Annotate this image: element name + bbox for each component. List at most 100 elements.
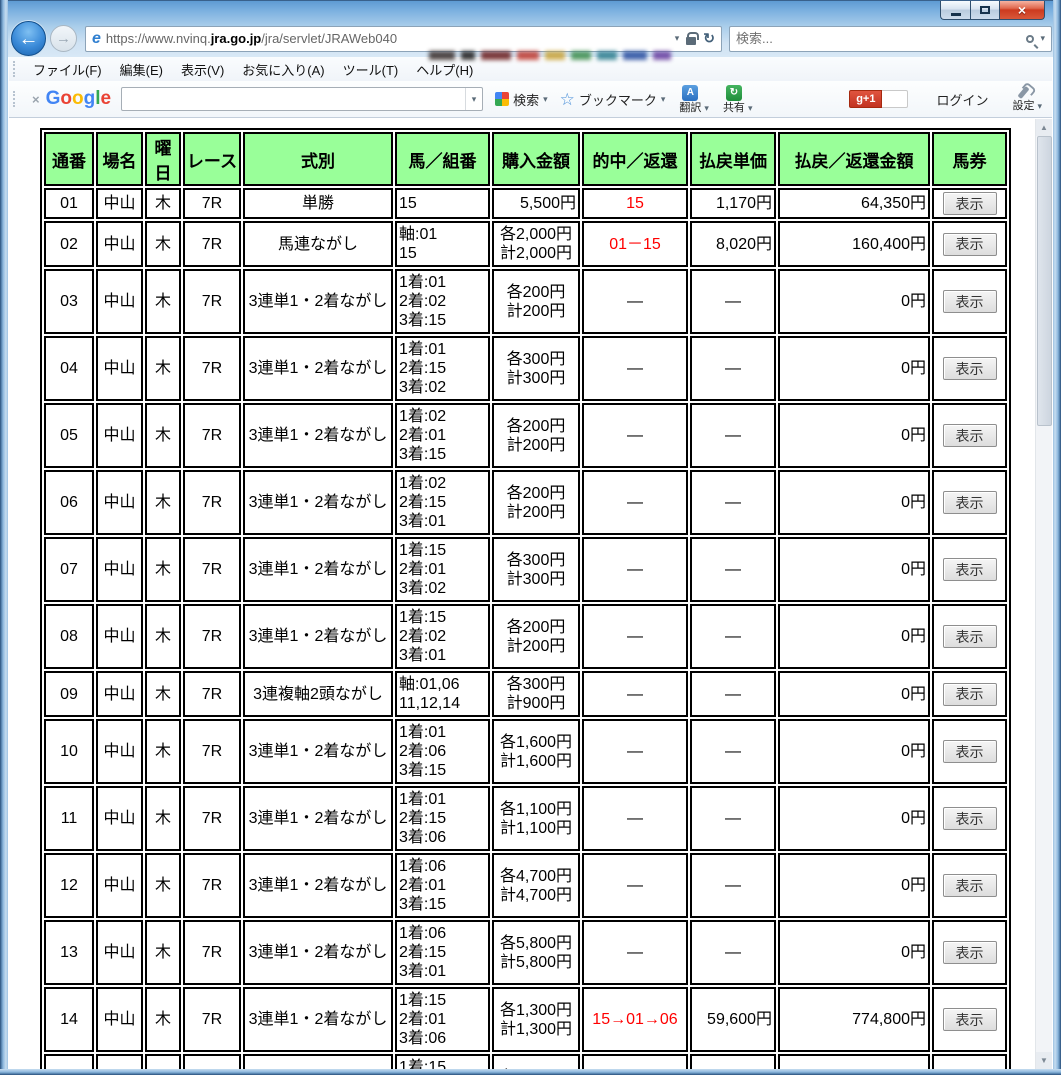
cell-hit-refund: — <box>582 604 688 669</box>
cell-race-number: 7R <box>183 221 241 267</box>
column-header: 式別 <box>243 132 393 186</box>
scroll-up-arrow[interactable] <box>1036 119 1052 136</box>
cell-bet-type: 3連単1・2着ながし <box>243 719 393 784</box>
scroll-down-arrow[interactable] <box>1036 1052 1052 1069</box>
cell-payout-amount: 64,350円 <box>778 188 930 219</box>
menu-item[interactable]: ファイル(F) <box>33 62 102 78</box>
toolbar-grip[interactable] <box>13 91 18 107</box>
show-ticket-button[interactable]: 表示 <box>942 941 997 964</box>
cell-race-number: 7R <box>183 470 241 535</box>
minimize-button[interactable] <box>940 1 970 20</box>
cell-hit-refund: — <box>582 403 688 468</box>
google-search-input[interactable] <box>122 88 466 110</box>
scrollbar-thumb[interactable] <box>1037 136 1052 426</box>
cell-serial-number: 11 <box>44 786 94 851</box>
cell-purchase-amount: 各2,000円 計2,000円 <box>492 221 580 267</box>
chevron-down-icon[interactable] <box>748 103 753 114</box>
translate-button[interactable]: 翻訳 <box>679 84 709 114</box>
show-ticket-button[interactable]: 表示 <box>942 192 997 215</box>
chevron-down-icon[interactable] <box>543 94 548 105</box>
cell-serial-number: 14 <box>44 987 94 1052</box>
column-header: 払戻／返還金額 <box>778 132 930 186</box>
close-button[interactable] <box>999 1 1045 20</box>
cell-ticket: 表示 <box>932 920 1007 985</box>
cell-weekday: 木 <box>145 537 181 602</box>
cell-weekday: 木 <box>145 604 181 669</box>
show-ticket-button[interactable]: 表示 <box>942 290 997 313</box>
window-border-left <box>0 0 8 1075</box>
menu-item[interactable]: ヘルプ(H) <box>416 62 474 78</box>
cell-track-name: 中山 <box>96 853 143 918</box>
back-button[interactable] <box>11 21 46 56</box>
cell-purchase-amount: 各300円 計300円 <box>492 336 580 401</box>
table-row: 07 中山 木 7R 3連単1・2着ながし 1着:15 2着:01 3着:02 … <box>44 537 1007 602</box>
google-search-history-icon[interactable] <box>465 88 482 110</box>
cell-purchase-amount: 各200円 計200円 <box>492 604 580 669</box>
menu-item[interactable]: ツール(T) <box>342 62 399 78</box>
show-ticket-button[interactable]: 表示 <box>942 232 997 256</box>
cell-horse-numbers: 1着:01 2着:15 3着:06 <box>395 786 490 851</box>
forward-button[interactable] <box>50 25 77 52</box>
maximize-button[interactable] <box>970 1 999 20</box>
menu-item[interactable]: 表示(V) <box>180 62 225 78</box>
plus-one-counter <box>882 90 909 108</box>
address-bar[interactable]: https://www.nvinq.jra.go.jp/jra/servlet/… <box>85 25 722 52</box>
cell-serial-number: 12 <box>44 853 94 918</box>
cell-purchase-amount: 各4,700円 計4,700円 <box>492 853 580 918</box>
cell-horse-numbers: 1着:01 2着:06 3着:15 <box>395 719 490 784</box>
chevron-down-icon[interactable] <box>1037 101 1042 112</box>
table-row: 12 中山 木 7R 3連単1・2着ながし 1着:06 2着:01 3着:15 … <box>44 853 1007 918</box>
refresh-icon[interactable] <box>703 30 715 47</box>
browser-search-box[interactable] <box>729 25 1052 52</box>
show-ticket-button[interactable]: 表示 <box>942 807 997 830</box>
google-search-button[interactable]: 検索 <box>495 90 548 109</box>
google-search-box[interactable] <box>121 87 484 111</box>
show-ticket-button[interactable]: 表示 <box>942 491 997 514</box>
cell-purchase-amount: 各1,300円 計1,300円 <box>492 987 580 1052</box>
login-link[interactable]: ログイン <box>936 92 989 108</box>
column-header: 馬券 <box>932 132 1007 186</box>
settings-button[interactable]: 設定 <box>1012 85 1042 112</box>
cell-race-number: 7R <box>183 269 241 334</box>
show-ticket-button[interactable]: 表示 <box>942 682 997 706</box>
url-dropdown-icon[interactable] <box>675 33 680 44</box>
chevron-down-icon[interactable] <box>704 103 709 114</box>
toolbar-grip[interactable] <box>13 61 18 77</box>
show-ticket-button[interactable]: 表示 <box>942 625 997 648</box>
cell-payout-amount: 774,800円 <box>778 987 930 1052</box>
bookmarks-button[interactable]: ブックマーク <box>560 90 666 109</box>
cell-payout-unit-price: — <box>690 719 776 784</box>
search-magnifier-icon[interactable] <box>1026 34 1035 43</box>
browser-search-input[interactable] <box>736 31 1027 46</box>
cell-hit-refund: — <box>582 920 688 985</box>
cell-race-number: 7R <box>183 188 241 219</box>
share-button[interactable]: 共有 <box>723 84 753 114</box>
cell-serial-number: 10 <box>44 719 94 784</box>
translate-label: 翻訳 <box>679 101 702 114</box>
show-ticket-button[interactable]: 表示 <box>942 1008 997 1031</box>
cell-race-number: 7R <box>183 403 241 468</box>
cell-ticket: 表示 <box>932 470 1007 535</box>
toolbar-close-icon[interactable] <box>24 92 46 107</box>
chevron-down-icon[interactable] <box>661 94 666 105</box>
show-ticket-button[interactable]: 表示 <box>942 558 997 581</box>
cell-ticket: 表示 <box>932 188 1007 219</box>
page-content: 通番 場名 曜日 レース 式別 馬／組番 購入金額 的中／返還 払戻単価 払戻／返還金額 馬券 01… <box>9 119 1052 1069</box>
cell-bet-type: 3連単1・2着ながし <box>243 853 393 918</box>
menu-item[interactable]: お気に入り(A) <box>242 62 325 78</box>
url-domain: jra.go.jp <box>210 31 262 46</box>
cell-bet-type: 3連単1・2着ながし <box>243 920 393 985</box>
plus-one-button[interactable]: g+1 <box>849 90 883 108</box>
show-ticket-button[interactable]: 表示 <box>942 874 997 897</box>
show-ticket-button[interactable]: 表示 <box>942 740 997 763</box>
search-dropdown-icon[interactable] <box>1040 33 1045 44</box>
show-ticket-button[interactable]: 表示 <box>942 357 997 380</box>
vertical-scrollbar[interactable] <box>1035 119 1052 1069</box>
show-ticket-button[interactable]: 表示 <box>942 424 997 447</box>
google-search-label: 検索 <box>513 92 540 108</box>
cell-weekday: 木 <box>145 719 181 784</box>
cell-ticket: 表示 <box>932 987 1007 1052</box>
menu-item[interactable]: 編集(E) <box>119 62 163 78</box>
google-toolbar: Google 検索 ブックマーク 翻訳 共有 <box>9 81 1052 118</box>
